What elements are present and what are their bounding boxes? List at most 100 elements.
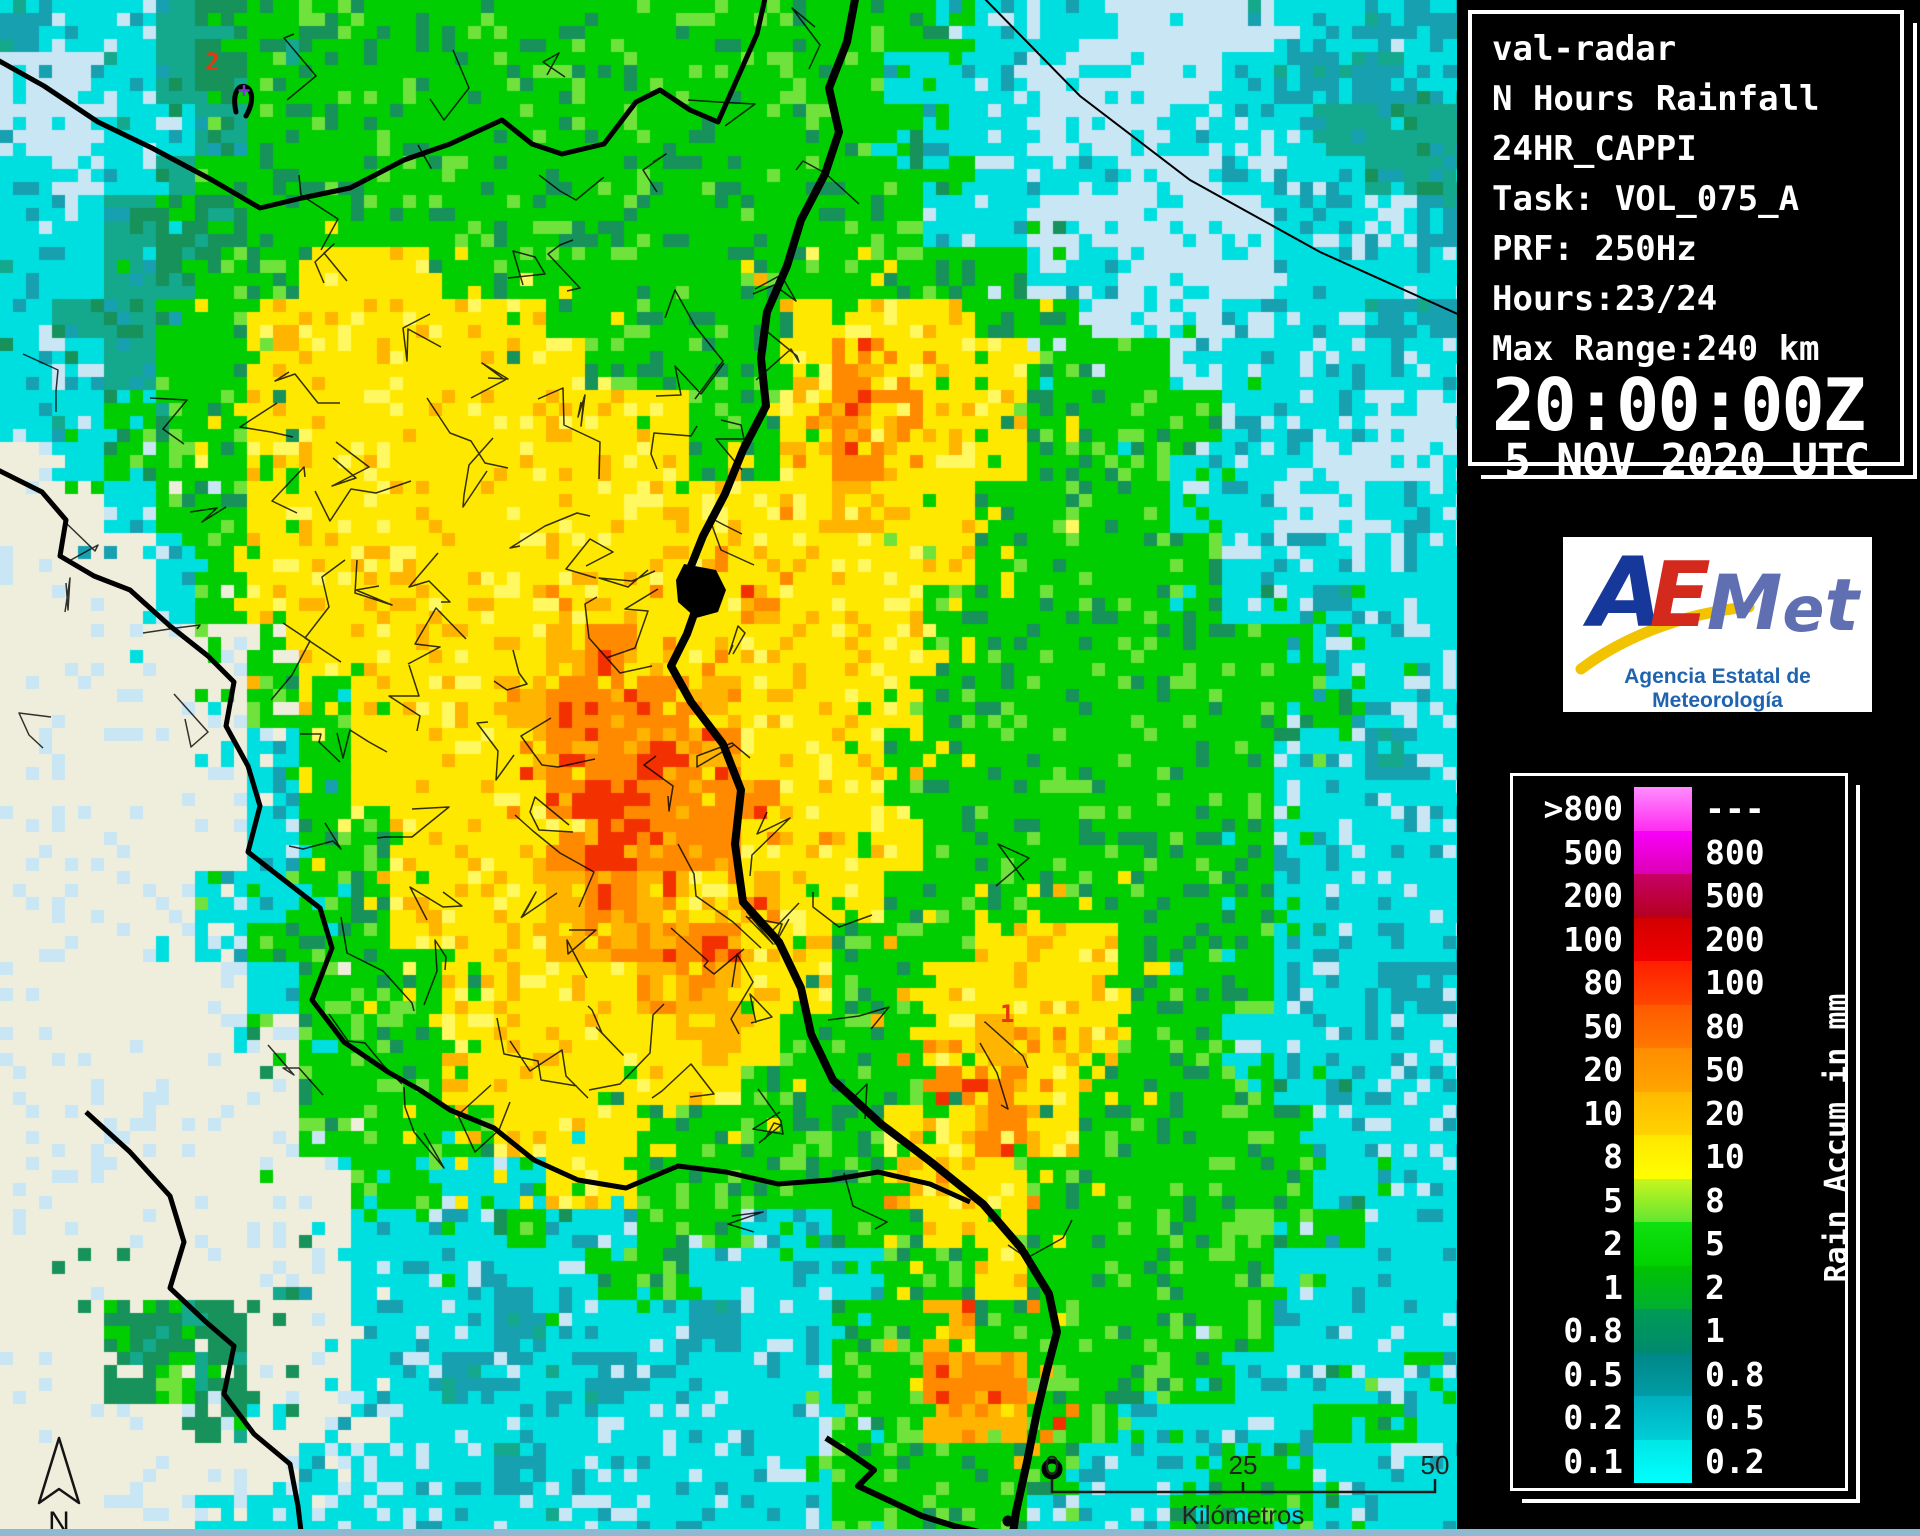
legend-lower-bound: 8 xyxy=(1603,1137,1623,1177)
legend-upper-bound: --- xyxy=(1705,789,1765,829)
municipality-borders xyxy=(18,7,1073,1259)
scale-bar xyxy=(1050,1479,1437,1494)
legend-upper-bound: 50 xyxy=(1705,1050,1745,1090)
coastline-path xyxy=(667,0,1061,1536)
legend-upper-bound: 0.2 xyxy=(1705,1441,1765,1481)
province-border-south xyxy=(824,1435,989,1536)
legend-color-swatch xyxy=(1634,1439,1692,1483)
radar-info-box: val-radar N Hours Rainfall 24HR_CAPPI Task:… xyxy=(1468,10,1904,486)
legend-row: 20 50 xyxy=(1513,1048,1845,1092)
legend-lower-bound: 2 xyxy=(1603,1224,1623,1264)
legend-axis-title: Rain Accum in mm xyxy=(1819,993,1854,1283)
info-line: N Hours Rainfall xyxy=(1492,79,1820,119)
legend-lower-bound: 100 xyxy=(1563,919,1623,959)
north-arrow-icon: N xyxy=(37,1436,81,1536)
legend-row: 0.5 0.8 xyxy=(1513,1352,1845,1396)
legend-color-swatch xyxy=(1634,1222,1692,1266)
legend-upper-bound: 100 xyxy=(1705,963,1765,1003)
legend-row: 0.1 0.2 xyxy=(1513,1439,1845,1483)
legend-color-swatch xyxy=(1634,830,1692,874)
timestamp-date: 5 NOV 2020 UTC xyxy=(1504,434,1870,487)
legend-color-swatch xyxy=(1634,1352,1692,1396)
site-marker-label: 1 xyxy=(1000,1000,1014,1028)
legend-lower-bound: 0.2 xyxy=(1563,1398,1623,1438)
legend-color-swatch xyxy=(1634,961,1692,1005)
north-label: N xyxy=(48,1506,70,1536)
logo-letter: t xyxy=(1824,563,1859,647)
province-border-north xyxy=(0,0,768,211)
province-border-west xyxy=(0,468,972,1205)
radar-site-symbol xyxy=(232,84,255,119)
legend-upper-bound: 1 xyxy=(1705,1311,1725,1351)
legend-upper-bound: 10 xyxy=(1705,1137,1745,1177)
legend-lower-bound: >800 xyxy=(1543,789,1623,829)
logo-letter: M xyxy=(1706,558,1783,647)
scale-bar-labels: 0 25 50 xyxy=(1045,1450,1450,1480)
legend-upper-bound: 500 xyxy=(1705,876,1765,916)
info-lines: val-radar N Hours Rainfall 24HR_CAPPI Task:… xyxy=(1492,24,1900,374)
legend-lower-bound: 20 xyxy=(1583,1050,1623,1090)
legend-row: 100 200 xyxy=(1513,917,1845,961)
legend-lower-bound: 0.5 xyxy=(1563,1354,1623,1394)
legend-upper-bound: 2 xyxy=(1705,1267,1725,1307)
legend-color-swatch xyxy=(1634,874,1692,918)
legend-lower-bound: 1 xyxy=(1603,1267,1623,1307)
legend-color-swatch xyxy=(1634,1265,1692,1309)
legend-row: 10 20 xyxy=(1513,1091,1845,1135)
scale-bar-unit: Kilómetros xyxy=(1182,1500,1305,1530)
legend-row: 200 500 xyxy=(1513,874,1845,918)
sea-boundary-line xyxy=(984,0,1457,315)
legend-color-swatch xyxy=(1634,1091,1692,1135)
scale-tick-label: 25 xyxy=(1229,1450,1258,1480)
valencia-city-blob xyxy=(676,564,726,618)
site-marker-label: 2 xyxy=(205,48,219,76)
scale-tick-label: 0 xyxy=(1045,1450,1059,1480)
bottom-edge-strip xyxy=(0,1529,1920,1536)
info-line: val-radar xyxy=(1492,29,1677,69)
legend-color-swatch xyxy=(1634,1004,1692,1048)
info-line: PRF: 250Hz xyxy=(1492,229,1697,269)
legend-upper-bound: 800 xyxy=(1705,832,1765,872)
legend-row: 0.2 0.5 xyxy=(1513,1396,1845,1440)
legend-row: >800 --- xyxy=(1513,787,1845,831)
legend-upper-bound: 8 xyxy=(1705,1180,1725,1220)
legend-row: 80 100 xyxy=(1513,961,1845,1005)
legend-color-swatch xyxy=(1634,1135,1692,1179)
map-line-overlay: 2 1 N 0 25 50 Kilómetros xyxy=(0,0,1457,1536)
legend-row: 50 80 xyxy=(1513,1004,1845,1048)
logo-letter: E xyxy=(1649,543,1711,648)
legend-upper-bound: 80 xyxy=(1705,1006,1745,1046)
legend-upper-bound: 5 xyxy=(1705,1224,1725,1264)
scale-tick-label: 50 xyxy=(1421,1450,1450,1480)
logo-letter: e xyxy=(1782,573,1825,646)
radar-site-cross-icon xyxy=(238,85,250,96)
legend-lower-bound: 500 xyxy=(1563,832,1623,872)
timestamp-clock: 20:00:00Z xyxy=(1492,363,1866,447)
legend-row: 8 10 xyxy=(1513,1135,1845,1179)
legend-upper-bound: 0.5 xyxy=(1705,1398,1765,1438)
legend-color-swatch xyxy=(1634,917,1692,961)
legend-lower-bound: 10 xyxy=(1583,1093,1623,1133)
info-line: 24HR_CAPPI xyxy=(1492,129,1697,169)
legend-lower-bound: 200 xyxy=(1563,876,1623,916)
province-border-southwest xyxy=(84,1110,305,1536)
map-dot xyxy=(1002,1515,1014,1527)
legend-upper-bound: 20 xyxy=(1705,1093,1745,1133)
legend-color-swatch xyxy=(1634,1309,1692,1353)
legend-upper-bound: 200 xyxy=(1705,919,1765,959)
legend-row: 500 800 xyxy=(1513,830,1845,874)
info-line: Max Range:240 km xyxy=(1492,329,1820,369)
legend-rows: >800 --- 500 800 200 500 100 200 80 100 50 80 20 50 10… xyxy=(1513,787,1845,1483)
logo-subtitle: Agencia Estatal de Meteorología xyxy=(1624,665,1811,712)
legend-color-swatch xyxy=(1634,1178,1692,1222)
legend-lower-bound: 5 xyxy=(1603,1180,1623,1220)
legend-lower-bound: 0.8 xyxy=(1563,1311,1623,1351)
legend-color-swatch xyxy=(1634,1396,1692,1440)
legend-row: 0.8 1 xyxy=(1513,1309,1845,1353)
legend-lower-bound: 80 xyxy=(1583,963,1623,1003)
